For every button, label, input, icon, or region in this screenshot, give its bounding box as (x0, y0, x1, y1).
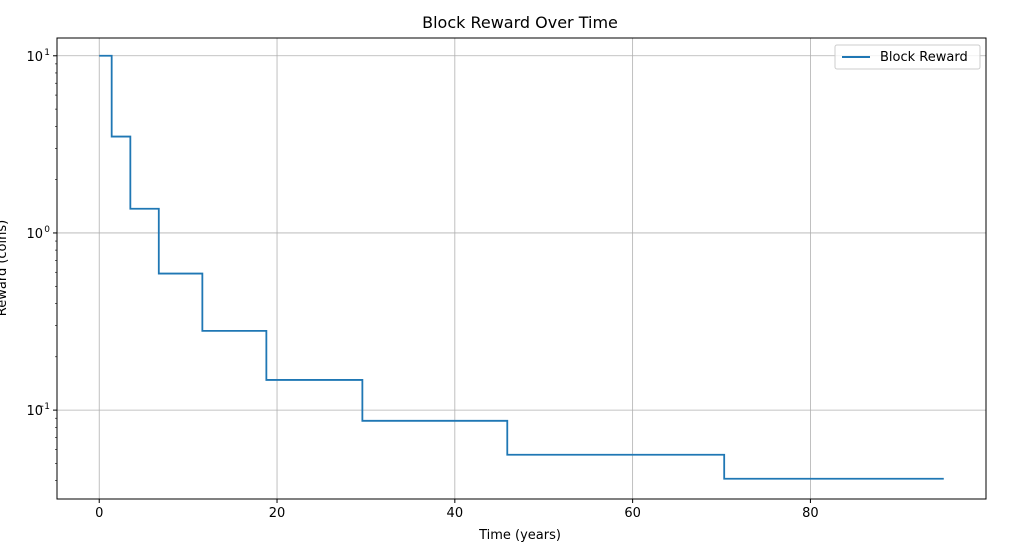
legend-label: Block Reward (880, 50, 968, 65)
legend-box (834, 44, 981, 70)
chart-title: Block Reward Over Time (422, 13, 618, 32)
x-axis-ticks: 0 20 40 60 80 (95, 499, 819, 521)
y-tick-exponent: −1 (37, 402, 50, 412)
legend: Block Reward (834, 44, 981, 70)
y-axis-label: Reward (coins) (0, 220, 10, 316)
y-tick-label: 10 (26, 227, 43, 242)
plot-frame (56, 37, 987, 500)
y-tick-exponent: 0 (44, 225, 50, 235)
x-tick-label: 20 (269, 506, 286, 521)
series-line-block-reward (99, 54, 944, 480)
x-tick-label: 0 (95, 506, 103, 521)
y-tick-label: 10 (26, 50, 43, 65)
x-tick-label: 80 (802, 506, 819, 521)
series-layer (99, 54, 944, 480)
x-axis-label: Time (years) (478, 528, 561, 543)
y-tick-label: 10 (26, 404, 43, 419)
grid (57, 38, 986, 499)
x-tick-label: 40 (447, 506, 464, 521)
x-tick-label: 60 (624, 506, 641, 521)
y-tick-exponent: 1 (44, 48, 50, 58)
